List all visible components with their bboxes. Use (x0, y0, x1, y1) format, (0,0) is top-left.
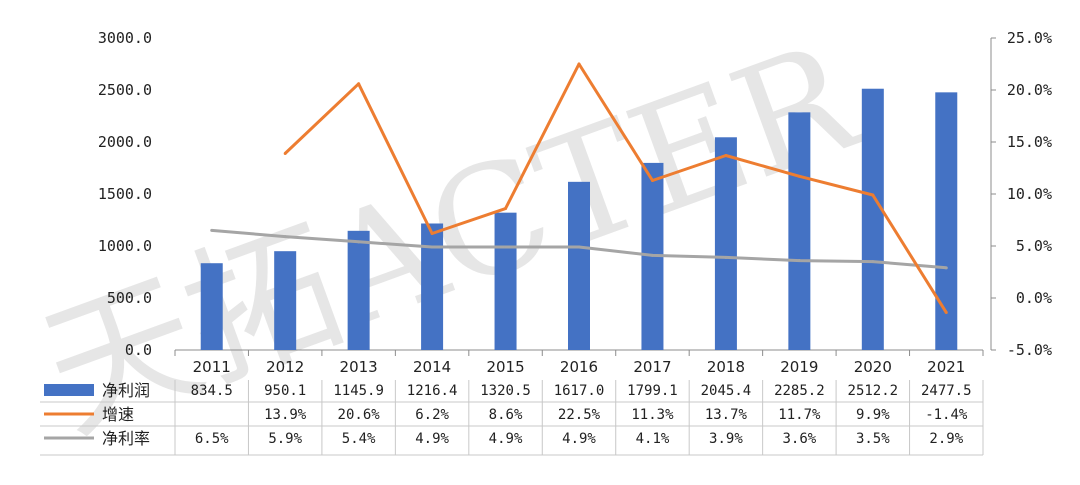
point-net-margin (944, 266, 948, 270)
bar-net-profit (714, 137, 737, 350)
table-cell-value: 5.4% (342, 431, 376, 447)
point-net-margin (210, 228, 214, 232)
x-tick-label: 2014 (413, 358, 451, 376)
table-cell-value: 834.5 (191, 383, 233, 399)
y2-tick-label: -5.0% (1007, 341, 1052, 359)
point-growth-rate (871, 193, 875, 197)
point-growth-rate (650, 178, 654, 182)
x-tick-label: 2018 (707, 358, 745, 376)
table-cell-value: 6.2% (415, 407, 449, 423)
bar-net-profit (200, 263, 223, 350)
table-cell-value: 2512.2 (848, 383, 899, 399)
table-cell-value: 3.5% (856, 431, 890, 447)
table-cell-value: 2477.5 (921, 383, 972, 399)
legend-key-bar (44, 384, 94, 396)
y-tick-label: 1500.0 (98, 185, 152, 203)
table-cell-value: 13.7% (705, 407, 748, 423)
table-cell-value: 13.9% (264, 407, 307, 423)
point-growth-rate (430, 232, 434, 236)
point-growth-rate (504, 207, 508, 211)
x-tick-label: 2021 (927, 358, 965, 376)
point-net-margin (650, 253, 654, 257)
legend-label: 净利润 (102, 381, 150, 400)
legend-label: 增速 (102, 405, 134, 424)
x-tick-label: 2016 (560, 358, 598, 376)
bar-net-profit (788, 112, 811, 350)
table-cell-value: 2285.2 (774, 383, 825, 399)
bar-net-profit (347, 230, 370, 350)
line-series (210, 62, 948, 315)
table-grid (40, 380, 984, 456)
point-net-margin (357, 240, 361, 244)
point-growth-rate (944, 311, 948, 315)
point-growth-rate (577, 62, 581, 66)
bar-net-profit (274, 251, 297, 350)
table-cell-value: 4.9% (415, 431, 449, 447)
line-growth-rate (284, 62, 948, 314)
bar-net-profit (568, 181, 590, 350)
table-cell-value: 9.9% (856, 407, 890, 423)
x-tick-label: 2017 (633, 358, 671, 376)
y2-tick-label: 10.0% (1007, 185, 1052, 203)
table-cell-value: 20.6% (338, 407, 381, 423)
y2-tick-label: 25.0% (1007, 29, 1052, 47)
table-cell-value: 4.1% (636, 431, 670, 447)
bar-series (200, 88, 958, 350)
table-cell-value: 3.9% (709, 431, 743, 447)
y2-tick-label: 15.0% (1007, 133, 1052, 151)
table-cell-value: 1216.4 (407, 383, 458, 399)
bar-net-profit (421, 223, 444, 350)
y-tick-label: 0.0 (125, 341, 152, 359)
y2-tick-label: 5.0% (1016, 237, 1052, 255)
table-cell-value: 3.6% (783, 431, 817, 447)
table-cell-value: 22.5% (558, 407, 601, 423)
point-growth-rate (357, 82, 361, 86)
point-net-margin (577, 245, 581, 249)
x-tick-label: 2019 (780, 358, 818, 376)
bar-net-profit (494, 212, 517, 350)
table-cell-value: 2.9% (929, 431, 963, 447)
table-cell-value: 4.9% (562, 431, 596, 447)
table-cell-value: 4.9% (489, 431, 523, 447)
x-tick-label: 2015 (486, 358, 524, 376)
y-tick-label: 2000.0 (98, 133, 152, 151)
table-cell-value: 6.5% (195, 431, 229, 447)
x-tick-label: 2020 (854, 358, 892, 376)
table-cell-value: 1320.5 (480, 383, 531, 399)
bar-net-profit (935, 92, 958, 350)
y-tick-label: 500.0 (107, 289, 152, 307)
x-tick-label: 2011 (193, 358, 231, 376)
table-cell-value: 950.1 (264, 383, 306, 399)
y2-tick-label: 0.0% (1016, 289, 1052, 307)
point-net-margin (797, 259, 801, 263)
point-net-margin (504, 245, 508, 249)
point-growth-rate (797, 174, 801, 178)
table-cell-value: -1.4% (925, 407, 968, 423)
y-tick-label: 3000.0 (98, 29, 152, 47)
table-cell-value: 8.6% (489, 407, 523, 423)
chart-labels: 0.0 500.0 1000.0 1500.0 2000.0 2500.0 3000.0 -5… (44, 29, 1052, 448)
point-growth-rate (724, 154, 728, 158)
bar-net-profit (861, 88, 884, 350)
point-net-margin (724, 255, 728, 259)
x-tick-label: 2012 (266, 358, 304, 376)
legend-label: 净利率 (102, 429, 150, 448)
x-tick-label: 2013 (340, 358, 378, 376)
point-net-margin (430, 245, 434, 249)
y-tick-label: 1000.0 (98, 237, 152, 255)
table-cell-value: 1145.9 (333, 383, 384, 399)
point-net-margin (871, 260, 875, 264)
y-tick-label: 2500.0 (98, 81, 152, 99)
table-cell-value: 11.7% (778, 407, 821, 423)
table-cell-value: 1799.1 (627, 383, 678, 399)
point-growth-rate (283, 151, 287, 155)
table-cell-value: 1617.0 (554, 383, 605, 399)
table-cell-value: 2045.4 (701, 383, 752, 399)
y2-tick-label: 20.0% (1007, 81, 1052, 99)
table-cell-value: 5.9% (268, 431, 302, 447)
point-net-margin (283, 235, 287, 239)
table-cell-value: 11.3% (631, 407, 674, 423)
